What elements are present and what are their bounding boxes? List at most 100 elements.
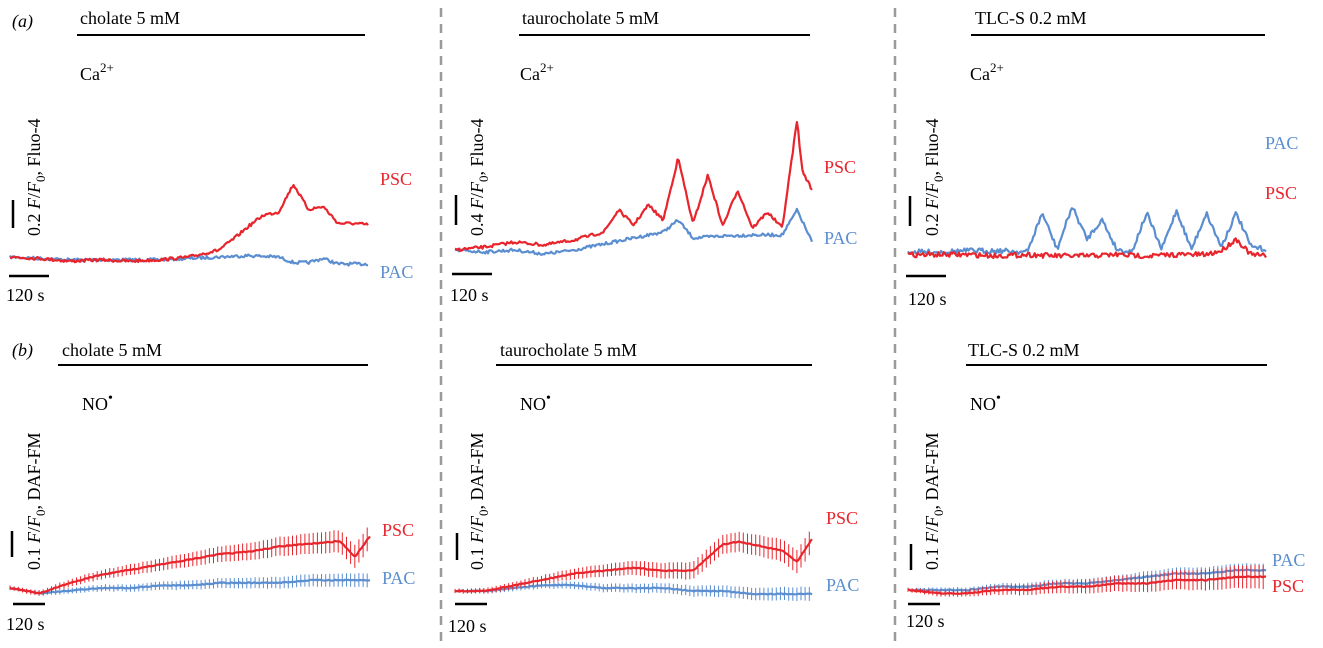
trace-label-pac-a2: PAC [824,228,857,248]
scale-label-b3-sub: 0 [931,509,946,516]
trace-label-psc-a1: PSC [380,169,412,189]
trace-label-pac-a3: PAC [1265,133,1298,153]
time-label-a1: 120 s [6,285,45,305]
scale-label-a1-slash: / [24,193,44,198]
ion-label-a3: Ca2+ [970,60,1004,84]
trace-label-psc-b2: PSC [826,508,858,528]
ion-label-a2-sup: 2+ [540,60,554,75]
ion-label-a1-base: Ca [80,64,100,84]
trace-pac-a2 [454,207,814,256]
trace-psc-b3 [907,575,1267,595]
scale-label-b1-f0: F [24,515,44,528]
scale-label-b2-ind: , DAF-FM [467,432,487,509]
ion-label-b1-sup: • [108,391,113,406]
time-label-a2: 120 s [450,285,489,305]
time-label-a3: 120 s [908,289,947,309]
row-label-a: (a) [12,11,33,32]
scale-label-b3-value: 0.1 [922,543,942,570]
scale-label-a1-f: F [24,197,44,210]
scale-label-b3-slash: / [922,527,942,532]
time-label-b3: 120 s [906,611,945,631]
panel-a-2-traces [454,121,814,256]
panel-a-3-traces [907,207,1267,260]
ion-label-b2-sup: • [546,391,551,406]
scale-label-b1: 0.1 F/F0, DAF-FM [24,432,48,570]
scale-label-b1-ind: , DAF-FM [24,432,44,509]
scale-label-a1-f0: F [24,181,44,194]
ion-label-b1: NO• [82,391,113,414]
scale-label-b2-f0: F [467,515,487,528]
condition-a-cholate: cholate 5 mM [80,8,180,28]
ion-label-a2: Ca2+ [520,60,554,84]
trace-label-pac-b2: PAC [826,575,859,595]
time-label-b2: 120 s [448,616,487,636]
ion-label-a3-sup: 2+ [990,60,1004,75]
ion-label-b3-base: NO [970,394,996,414]
trace-label-psc-a2: PSC [824,157,856,177]
panel-b-2-traces [454,531,813,602]
panel-b-1-traces [9,527,371,596]
trace-label-psc-b3: PSC [1272,576,1304,596]
trace-psc-a2 [454,121,813,252]
condition-b-taurocholate: taurocholate 5 mM [500,340,637,360]
ion-label-a2-base: Ca [520,64,540,84]
scale-label-a2-ind: , Fluo-4 [467,118,487,175]
condition-b-cholate: cholate 5 mM [62,340,162,360]
scale-label-a3: 0.2 F/F0, Fluo-4 [922,118,946,236]
scale-label-a3-f0: F [922,181,942,194]
trace-label-psc-a3: PSC [1265,183,1297,203]
scale-label-a1-ind: , Fluo-4 [24,118,44,175]
scale-label-a2: 0.4 F/F0, Fluo-4 [467,118,491,236]
scale-label-a1-value: 0.2 [24,209,44,236]
scale-label-b2-sub: 0 [476,509,491,516]
scale-label-b1-sub: 0 [33,509,48,516]
scale-label-b3-f0: F [922,515,942,528]
trace-pac-b1 [9,578,371,595]
scale-label-b3-text: 0.1 F/F0, DAF-FM [922,432,946,570]
condition-a-taurocholate: taurocholate 5 mM [522,8,659,28]
trace-label-psc-b1: PSC [382,520,414,540]
trace-psc-b2 [454,538,813,593]
ion-label-b3-sup: • [996,391,1001,406]
scale-label-b3: 0.1 F/F0, DAF-FM [922,432,946,570]
trace-psc-a3 [907,237,1267,260]
errorbars-psc [907,564,1264,597]
scale-label-a3-value: 0.2 [922,209,942,236]
scale-label-b2-f: F [467,531,487,544]
scale-label-a2-text: 0.4 F/F0, Fluo-4 [467,118,491,236]
panel-a-1-traces [9,184,369,267]
panel-b-3-traces [907,563,1267,597]
time-label-b1: 120 s [6,614,45,634]
scale-label-a1-text: 0.2 F/F0, Fluo-4 [24,118,48,236]
scale-label-a3-text: 0.2 F/F0, Fluo-4 [922,118,946,236]
scale-label-a2-slash: / [467,193,487,198]
trace-pac-b2 [454,583,813,596]
ion-label-a1-sup: 2+ [100,60,114,75]
scale-label-b2-value: 0.1 [467,543,487,570]
row-label-b: (b) [12,340,33,361]
scale-label-b2: 0.1 F/F0, DAF-FM [467,432,491,570]
trace-psc-b1 [9,535,371,595]
ion-label-a3-base: Ca [970,64,990,84]
scale-label-b1-f: F [24,531,44,544]
trace-psc-a1 [9,184,369,264]
scale-label-a1: 0.2 F/F0, Fluo-4 [24,118,48,236]
scale-label-a2-f0: F [467,181,487,194]
ion-label-b2: NO• [520,391,551,414]
scale-label-a3-ind: , Fluo-4 [922,118,942,175]
ion-label-b1-base: NO [82,394,108,414]
scale-label-b1-value: 0.1 [24,543,44,570]
condition-a-tlcs: TLC-S 0.2 mM [975,8,1087,28]
scale-label-a1-sub: 0 [33,175,48,182]
trace-label-pac-b3: PAC [1272,550,1305,570]
scale-label-b2-text: 0.1 F/F0, DAF-FM [467,432,491,570]
scale-label-a2-value: 0.4 [467,209,487,236]
trace-pac-a3 [907,207,1267,256]
scale-label-a3-slash: / [922,193,942,198]
scale-label-b2-slash: / [467,527,487,532]
scale-label-b3-ind: , DAF-FM [922,432,942,509]
scale-label-b1-slash: / [24,527,44,532]
scale-label-b1-text: 0.1 F/F0, DAF-FM [24,432,48,570]
trace-pac-b3 [907,568,1267,592]
